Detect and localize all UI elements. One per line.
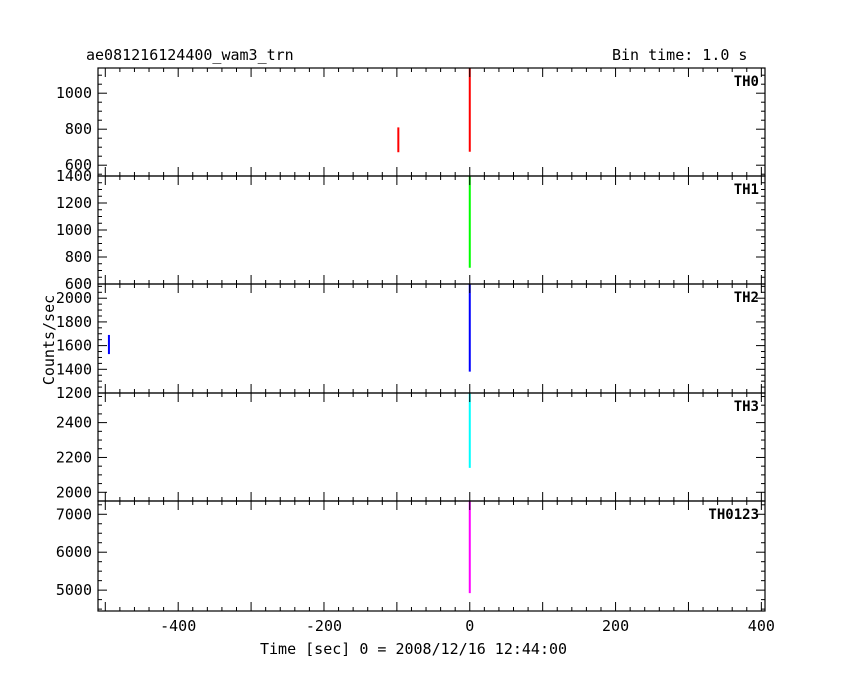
y-tick-label: 600 [65,275,92,293]
x-tick-label: 0 [465,617,474,635]
y-tick-label: 1600 [56,337,92,355]
panel-label-th0123: TH0123 [708,507,759,523]
y-tick-label: 1200 [56,384,92,402]
y-tick-label: 5000 [56,581,92,599]
y-tick-label: 1400 [56,360,92,378]
y-tick-label: 800 [65,248,92,266]
panel-label-th2: TH2 [734,290,759,306]
x-axis-label: Time [sec] 0 = 2008/12/16 12:44:00 [260,640,568,658]
panel-frame-th3 [97,392,766,502]
panel-frame-th0 [97,67,766,177]
y-tick-label: 2400 [56,414,92,432]
panel-label-th1: TH1 [734,182,759,198]
y-tick-label: 800 [65,120,92,138]
y-tick-label: 6000 [56,543,92,561]
x-tick-label: 200 [602,617,629,635]
y-tick-label: 600 [65,156,92,174]
y-tick-label: 2000 [56,289,92,307]
y-tick-label: 1200 [56,194,92,212]
y-tick-label: 7000 [56,505,92,523]
panel-label-th3: TH3 [734,399,759,415]
x-tick-label: 400 [748,617,775,635]
chart-title: ae081216124400_wam3_trn [86,46,294,64]
panel-frame-th1 [97,175,766,285]
y-axis-label: Counts/sec [40,294,59,386]
y-tick-label: 1000 [56,221,92,239]
y-tick-label: 1800 [56,313,92,331]
y-tick-label: 2200 [56,448,92,466]
bin-time-label: Bin time: 1.0 s [612,46,748,64]
panel-label-th0: TH0 [734,74,759,90]
panel-frame-th2 [97,283,766,394]
y-tick-label: 1000 [56,84,92,102]
y-tick-label: 1400 [56,167,92,185]
panel-frame-th0123 [97,500,766,612]
y-tick-label: 2000 [56,483,92,501]
x-tick-label: -400 [160,617,196,635]
x-tick-label: -200 [306,617,342,635]
